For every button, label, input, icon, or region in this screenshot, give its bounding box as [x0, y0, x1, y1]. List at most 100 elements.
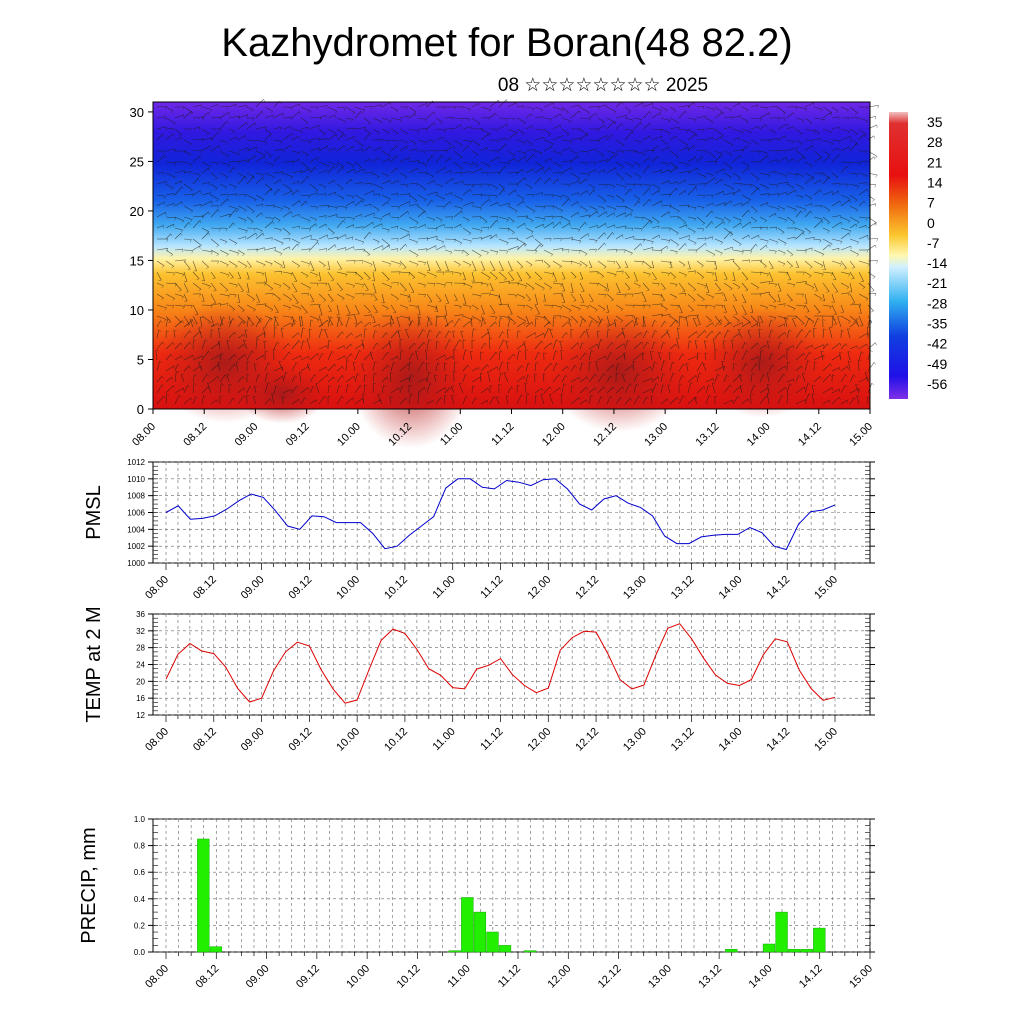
x-tick-label: 15.00: [812, 574, 840, 602]
x-tick-label: 09.00: [233, 421, 261, 449]
wind-barb-flag: [877, 261, 878, 264]
y-tick-label: 15: [130, 253, 144, 268]
x-tick-label: 14.00: [717, 726, 745, 754]
x-tick-label: 11.12: [478, 574, 505, 601]
x-tick-label: 13.12: [669, 574, 697, 602]
colorbar-label: -49: [927, 356, 947, 372]
x-tick-label: 12.00: [540, 421, 568, 449]
y-tick-label: 24: [136, 661, 145, 670]
x-tick-label: 12.00: [525, 726, 553, 754]
x-tick-label: 08.00: [143, 574, 171, 602]
colorbar-label: 7: [927, 195, 935, 211]
x-tick-label: 14.12: [796, 421, 824, 449]
section-warm-core: [237, 364, 327, 424]
x-tick-label: 09.00: [239, 726, 267, 754]
plot-frame: [153, 614, 870, 715]
x-tick-label: 13.00: [621, 574, 649, 602]
colorbar-label: -42: [927, 336, 947, 352]
x-tick-label: 10.12: [382, 574, 410, 602]
y-tick-label: 5: [137, 352, 144, 367]
colorbar-label: 14: [927, 174, 943, 190]
x-tick-label: 08.00: [143, 726, 171, 754]
wind-barb-flag: [871, 311, 874, 312]
y-tick-label: 20: [136, 677, 145, 686]
y-tick-label: 30: [130, 105, 144, 120]
x-tick-label: 10.12: [382, 726, 410, 754]
colorbar-label: 28: [927, 134, 943, 150]
colorbar-scale: [889, 112, 908, 399]
x-tick-label: 11.00: [430, 726, 457, 753]
x-tick-label: 09.12: [287, 574, 315, 602]
x-tick-label: 08.00: [130, 421, 158, 449]
wind-barb-flag: [876, 343, 877, 346]
x-tick-label: 14.00: [745, 421, 773, 449]
x-tick-label: 13.12: [694, 421, 722, 449]
wind-barb-flag: [874, 136, 875, 139]
x-tick-label: 10.00: [334, 726, 362, 754]
x-tick-label: 11.00: [430, 574, 457, 601]
x-tick-label: 12.12: [573, 574, 601, 602]
y-tick-label: 1010: [127, 475, 145, 484]
x-tick-label: 13.00: [621, 726, 649, 754]
chart-subtitle: 08 ☆☆☆☆☆☆☆☆ 2025: [498, 75, 708, 96]
y-tick-label: 1008: [127, 492, 145, 501]
y-tick-label: 25: [130, 154, 144, 169]
y-axis-label: PMSL: [83, 485, 105, 539]
y-tick-label: 10: [130, 303, 144, 318]
wind-barb-flag: [878, 105, 879, 108]
x-tick-label: 15.00: [812, 726, 840, 754]
wind-barb-flag: [871, 350, 873, 352]
y-tick-label: 1004: [127, 525, 145, 534]
x-tick-label: 09.12: [284, 421, 312, 449]
y-tick-label: 28: [136, 644, 145, 653]
x-tick-label: 11.12: [489, 421, 516, 448]
y-axis-label: TEMP at 2 M: [83, 606, 105, 722]
colorbar-label: 21: [927, 154, 943, 170]
wind-barb-flag: [871, 291, 874, 292]
wind-barb-flag: [875, 116, 876, 119]
y-tick-label: 1002: [127, 542, 145, 551]
plot-frame: [153, 462, 870, 563]
x-tick-label: 08.12: [191, 574, 219, 602]
x-tick-label: 15.00: [847, 421, 875, 449]
wind-barb-flag: [874, 362, 876, 365]
wind-barb-flag: [876, 175, 878, 178]
x-tick-label: 14.00: [717, 574, 745, 602]
wind-barb-flag: [873, 277, 876, 279]
wind-barb-flag: [877, 239, 878, 242]
x-tick-label: 12.12: [573, 726, 601, 754]
x-tick-label: 08.12: [191, 726, 219, 754]
wind-barb-flag: [875, 245, 876, 248]
colorbar-label: -14: [927, 255, 947, 271]
x-tick-label: 11.12: [478, 726, 505, 753]
x-tick-label: 10.00: [334, 574, 362, 602]
wind-barb-flag: [872, 200, 875, 202]
plot-frame: [153, 819, 870, 952]
x-tick-label: 09.00: [239, 574, 267, 602]
x-tick-label: 12.00: [525, 574, 553, 602]
wind-barb-flag: [872, 383, 874, 385]
y-tick-label: 36: [136, 610, 145, 619]
x-tick-label: 10.00: [335, 421, 363, 449]
colorbar-label: -35: [927, 316, 947, 332]
wind-barb-flag: [264, 99, 265, 102]
x-tick-label: 14.12: [764, 726, 792, 754]
x-tick-label: 13.12: [669, 726, 697, 754]
y-tick-label: 1006: [127, 509, 145, 518]
colorbar-label: -56: [927, 376, 947, 392]
colorbar-label: 35: [927, 114, 943, 130]
colorbar-label: -21: [927, 275, 947, 291]
wind-barb-flag: [875, 185, 876, 188]
wind-barb-flag: [875, 157, 877, 159]
colorbar-label: -7: [927, 235, 940, 251]
x-tick-label: 08.12: [181, 421, 209, 449]
wind-barb-flag: [875, 293, 876, 296]
x-tick-label: 09.12: [287, 726, 315, 754]
